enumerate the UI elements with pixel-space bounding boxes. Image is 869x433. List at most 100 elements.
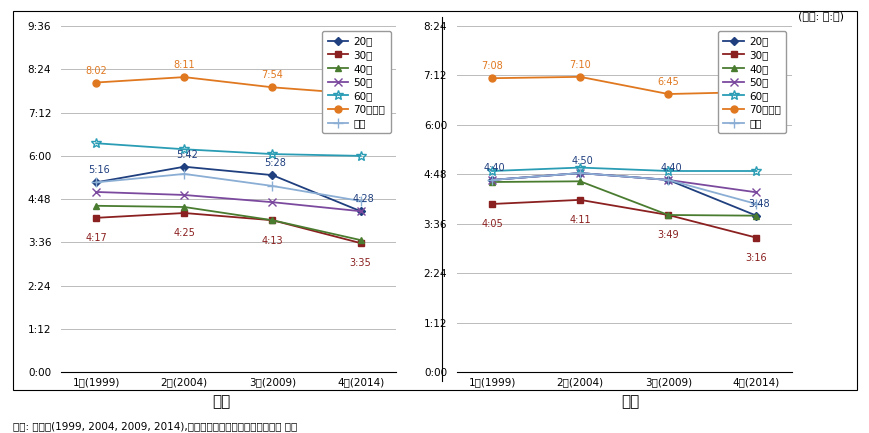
60대 xyxy=(487,168,497,174)
40대 xyxy=(179,204,189,210)
Text: 5:16: 5:16 xyxy=(88,165,109,175)
30대 xyxy=(574,197,585,203)
60대 xyxy=(574,165,585,170)
20대 xyxy=(574,171,585,176)
Text: 여성: 여성 xyxy=(621,394,639,409)
30대 xyxy=(91,215,102,220)
60대 xyxy=(355,153,365,158)
30대 xyxy=(179,210,189,216)
60대 xyxy=(267,152,277,157)
Line: 전체: 전체 xyxy=(91,169,365,206)
전체 xyxy=(662,178,673,183)
20대 xyxy=(355,209,365,214)
Text: 5:42: 5:42 xyxy=(176,150,198,160)
70대이상 xyxy=(662,91,673,97)
50대 xyxy=(91,189,102,194)
40대 xyxy=(662,213,673,218)
30대 xyxy=(355,240,365,246)
Text: 4:40: 4:40 xyxy=(660,163,681,173)
Text: 남성: 남성 xyxy=(213,394,230,409)
Text: 7:08: 7:08 xyxy=(481,61,502,71)
20대 xyxy=(91,180,102,185)
Text: 6:48: 6:48 xyxy=(745,75,766,85)
20대 xyxy=(750,213,760,218)
Line: 70대이상: 70대이상 xyxy=(488,73,759,97)
Line: 60대: 60대 xyxy=(487,163,760,176)
전체 xyxy=(91,180,102,185)
Text: 5:28: 5:28 xyxy=(264,158,286,168)
Text: (단위: 시:분): (단위: 시:분) xyxy=(797,11,843,21)
Text: 4:50: 4:50 xyxy=(572,156,594,166)
50대 xyxy=(267,200,277,205)
Text: 4:13: 4:13 xyxy=(262,236,283,246)
20대 xyxy=(267,172,277,178)
Legend: 20대, 30대, 40대, 50대, 60대, 70대이상, 전체: 20대, 30대, 40대, 50대, 60대, 70대이상, 전체 xyxy=(717,31,786,133)
Text: 자료: 통계청(1999, 2004, 2009, 2014),『생활시간조사』마이크로데이타 분석: 자료: 통계청(1999, 2004, 2009, 2014),『생활시간조사』… xyxy=(13,421,297,431)
50대 xyxy=(750,190,760,195)
20대 xyxy=(662,178,673,183)
50대 xyxy=(662,178,673,183)
Text: 4:11: 4:11 xyxy=(568,215,590,225)
30대 xyxy=(267,218,277,223)
Text: 4:05: 4:05 xyxy=(481,219,502,229)
Text: 6:45: 6:45 xyxy=(657,77,679,87)
60대 xyxy=(179,147,189,152)
60대 xyxy=(91,141,102,146)
Line: 30대: 30대 xyxy=(488,197,759,240)
Legend: 20대, 30대, 40대, 50대, 60대, 70대이상, 전체: 20대, 30대, 40대, 50대, 60대, 70대이상, 전체 xyxy=(322,31,390,133)
70대이상 xyxy=(487,76,497,81)
Text: 3:35: 3:35 xyxy=(349,259,371,268)
Line: 70대이상: 70대이상 xyxy=(93,74,363,97)
전체 xyxy=(574,171,585,176)
Text: 3:48: 3:48 xyxy=(747,199,769,209)
Text: 8:11: 8:11 xyxy=(173,60,195,70)
Line: 40대: 40대 xyxy=(488,178,759,219)
70대이상 xyxy=(750,89,760,94)
70대이상 xyxy=(574,74,585,79)
Line: 20대: 20대 xyxy=(93,164,363,214)
40대 xyxy=(750,213,760,218)
Text: 4:28: 4:28 xyxy=(352,194,374,204)
40대 xyxy=(91,203,102,208)
Text: 8:02: 8:02 xyxy=(85,65,107,76)
전체 xyxy=(179,171,189,177)
Text: 3:49: 3:49 xyxy=(657,230,679,240)
Text: 4:40: 4:40 xyxy=(483,163,505,173)
70대이상 xyxy=(267,85,277,90)
30대 xyxy=(662,213,673,218)
Line: 50대: 50대 xyxy=(488,169,760,197)
전체 xyxy=(487,178,497,183)
50대 xyxy=(487,178,497,183)
20대 xyxy=(179,164,189,169)
50대 xyxy=(574,171,585,176)
40대 xyxy=(267,218,277,223)
Line: 30대: 30대 xyxy=(93,210,363,246)
30대 xyxy=(487,201,497,207)
50대 xyxy=(355,209,365,214)
40대 xyxy=(487,179,497,184)
Line: 50대: 50대 xyxy=(92,188,364,215)
Text: 7:54: 7:54 xyxy=(262,71,283,81)
70대이상 xyxy=(355,91,365,97)
Text: 3:16: 3:16 xyxy=(745,253,766,263)
전체 xyxy=(750,201,760,207)
Text: 4:17: 4:17 xyxy=(85,233,107,243)
40대 xyxy=(355,237,365,242)
50대 xyxy=(179,192,189,197)
Line: 20대: 20대 xyxy=(488,170,759,219)
Text: 7:43: 7:43 xyxy=(349,77,371,87)
70대이상 xyxy=(179,74,189,80)
전체 xyxy=(355,198,365,204)
Line: 전체: 전체 xyxy=(487,168,760,209)
30대 xyxy=(750,235,760,240)
Line: 60대: 60대 xyxy=(91,139,365,161)
60대 xyxy=(750,168,760,174)
60대 xyxy=(662,168,673,174)
Line: 40대: 40대 xyxy=(93,202,363,243)
70대이상 xyxy=(91,80,102,85)
40대 xyxy=(574,179,585,184)
Text: 4:25: 4:25 xyxy=(173,228,195,238)
전체 xyxy=(267,183,277,188)
Text: 7:10: 7:10 xyxy=(568,60,590,70)
20대 xyxy=(487,178,497,183)
